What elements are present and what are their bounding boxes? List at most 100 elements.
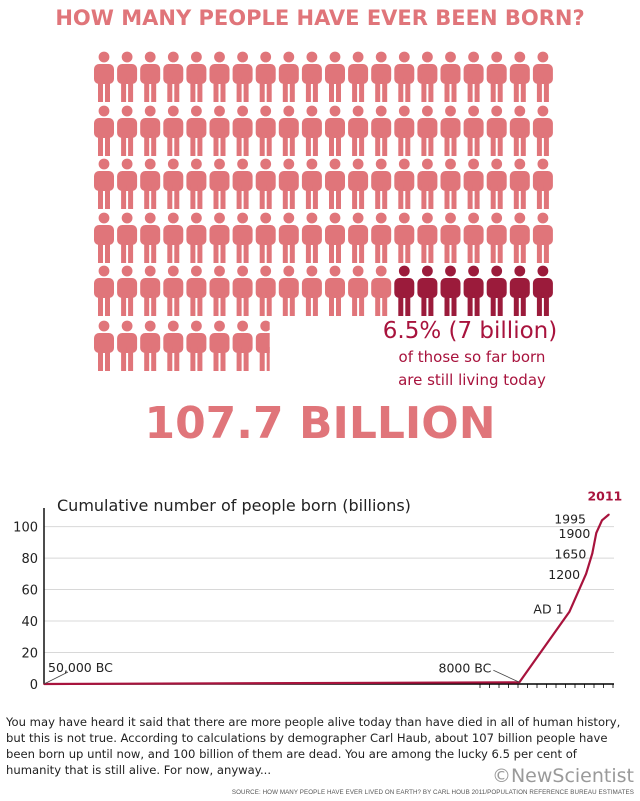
paragraph-line: humanity that is still alive. For now, a…: [6, 763, 272, 777]
person-icon: [417, 105, 438, 156]
data-point: [607, 513, 610, 516]
person-icon: [301, 158, 322, 209]
living-caption-line2: are still living today: [398, 371, 546, 389]
person-icon: [140, 320, 161, 371]
person-icon: [140, 51, 161, 102]
person-icon: [255, 320, 270, 371]
living-percent: 6.5% (7 billion): [382, 318, 558, 344]
person-icon: [278, 212, 299, 263]
annotation-label: 1995: [554, 511, 586, 526]
person-icon: [325, 51, 345, 102]
y-tick-label: 100: [13, 521, 38, 536]
annotation-label: 1650: [555, 546, 587, 561]
people-pictogram: [94, 51, 553, 371]
person-icon: [186, 158, 207, 209]
y-tick-label: 60: [21, 584, 38, 599]
person-icon: [117, 212, 138, 263]
person-icon: [417, 212, 438, 263]
person-icon: [371, 51, 392, 102]
y-tick-label: 80: [21, 552, 38, 567]
person-icon: [440, 105, 461, 156]
person-icon: [209, 51, 230, 102]
person-icon: [278, 265, 299, 316]
data-point: [595, 531, 598, 534]
person-icon: [163, 320, 184, 371]
person-icon: [209, 105, 230, 156]
person-icon: [509, 105, 530, 156]
cumulative-births-chart: Cumulative number of people born (billio…: [13, 488, 622, 693]
person-icon: [278, 105, 299, 156]
person-icon: [509, 212, 530, 263]
person-icon: [301, 105, 322, 156]
person-icon: [301, 212, 322, 263]
data-point: [601, 519, 603, 522]
person-icon: [532, 212, 553, 263]
person-icon: [186, 212, 207, 263]
person-icon: [509, 158, 530, 209]
person-icon: [486, 265, 507, 316]
newscientist-logo: ©NewScientist: [491, 765, 634, 787]
person-icon: [463, 51, 484, 102]
person-icon: [232, 105, 253, 156]
data-point: [591, 552, 594, 555]
person-icon: [325, 158, 345, 209]
person-icon: [117, 105, 138, 156]
body-paragraph: You may have heard it said that there ar…: [6, 714, 634, 778]
annotation-leader: [43, 671, 69, 685]
series-line: [43, 513, 610, 686]
person-icon: [348, 51, 369, 102]
person-icon: [394, 51, 415, 102]
annotation-label: AD 1: [533, 602, 563, 617]
person-icon: [232, 158, 253, 209]
person-icon: [532, 158, 553, 209]
person-icon: [209, 265, 230, 316]
person-icon: [255, 158, 276, 209]
person-icon: [94, 320, 114, 371]
chart-gridlines: [43, 508, 614, 688]
paragraph-line: You may have heard it said that there ar…: [6, 715, 621, 729]
person-icon: [94, 51, 114, 102]
person-icon: [94, 212, 114, 263]
person-icon: [417, 158, 438, 209]
paragraph-line: but this is not true. According to calcu…: [6, 731, 608, 745]
person-icon: [232, 51, 253, 102]
person-icon: [255, 51, 276, 102]
person-icon: [371, 158, 392, 209]
person-icon: [371, 212, 392, 263]
person-icon: [186, 320, 207, 371]
y-tick-label: 40: [21, 615, 38, 630]
chart-y-ticks: 0 20 40 60 80 100: [13, 521, 38, 693]
person-icon: [417, 51, 438, 102]
person-icon: [371, 265, 392, 316]
person-icon: [532, 105, 553, 156]
person-icon: [417, 265, 438, 316]
person-icon: [140, 158, 161, 209]
annotation-label: 50,000 BC: [48, 660, 113, 675]
person-icon: [348, 158, 369, 209]
person-icon: [255, 212, 276, 263]
person-icon: [140, 265, 161, 316]
person-icon: [117, 158, 138, 209]
person-icon: [186, 265, 207, 316]
person-icon: [163, 212, 184, 263]
annotation-leader: [493, 669, 520, 683]
person-icon: [232, 212, 253, 263]
person-icon: [463, 158, 484, 209]
person-icon: [440, 212, 461, 263]
person-icon: [394, 105, 415, 156]
chart-title: Cumulative number of people born (billio…: [57, 496, 411, 515]
person-icon: [463, 265, 484, 316]
person-icon: [140, 105, 161, 156]
person-icon: [163, 158, 184, 209]
person-icon: [394, 212, 415, 263]
person-icon: [348, 212, 369, 263]
person-icon: [186, 105, 207, 156]
person-icon: [94, 265, 114, 316]
data-point: [585, 572, 587, 575]
person-icon: [278, 51, 299, 102]
person-icon: [486, 158, 507, 209]
living-caption-line1: of those so far born: [398, 348, 546, 366]
person-icon: [301, 51, 322, 102]
y-tick-label: 0: [30, 678, 38, 693]
